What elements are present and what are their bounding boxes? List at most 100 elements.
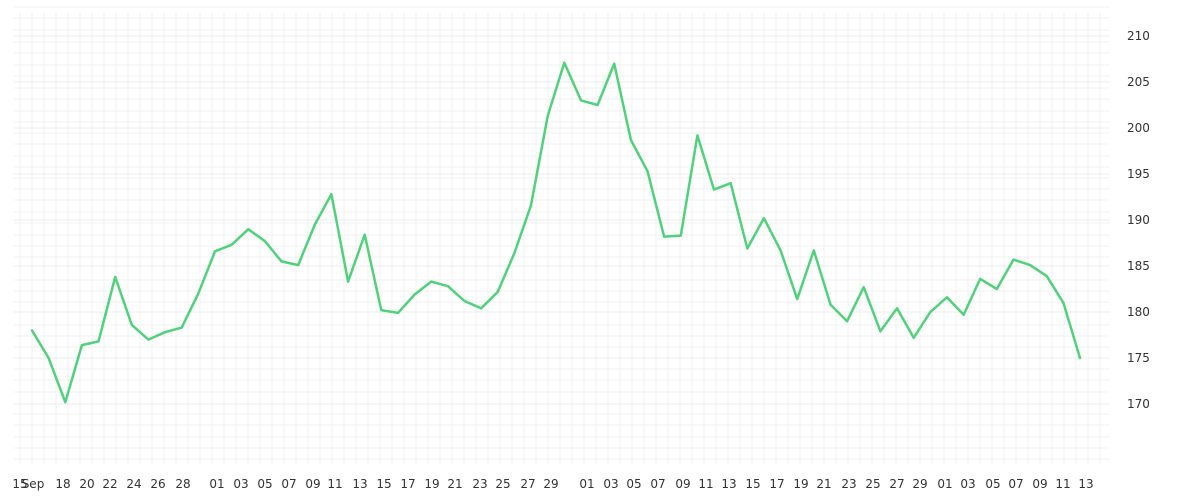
data-point	[396, 311, 400, 315]
data-point	[779, 248, 783, 252]
data-point	[1028, 263, 1032, 267]
x-tick-label: 09	[1032, 477, 1047, 491]
x-tick-label: 13	[1078, 477, 1093, 491]
series-group	[30, 61, 1082, 404]
x-tick-label: 17	[769, 477, 784, 491]
data-point	[379, 308, 383, 312]
x-tick-label: 03	[233, 477, 248, 491]
data-point	[213, 249, 217, 253]
data-point	[712, 188, 716, 192]
data-point	[729, 181, 733, 185]
x-tick-label: 23	[841, 477, 856, 491]
data-point	[346, 280, 350, 284]
x-tick-label: 25	[865, 477, 880, 491]
y-tick-label: 175	[1127, 351, 1150, 365]
series-line	[30, 61, 1082, 404]
x-tick-label: 01	[209, 477, 224, 491]
x-tick-label: 09	[305, 477, 320, 491]
x-tick-label: 05	[985, 477, 1000, 491]
data-point	[679, 234, 683, 238]
y-tick-label: 190	[1127, 213, 1150, 227]
data-point	[263, 239, 267, 243]
y-tick-label: 170	[1127, 397, 1150, 411]
x-tick-label: 20	[79, 477, 94, 491]
data-point	[180, 326, 184, 330]
x-tick-label: 03	[960, 477, 975, 491]
data-point	[146, 338, 150, 342]
y-tick-label: 185	[1127, 259, 1150, 273]
data-point	[230, 243, 234, 247]
x-tick-label: 19	[424, 477, 439, 491]
data-point	[895, 306, 899, 310]
data-point	[928, 310, 932, 314]
y-tick-label: 210	[1127, 29, 1150, 43]
horizontal-grid	[14, 6, 1110, 460]
x-tick-label: 09	[675, 477, 690, 491]
data-point	[645, 169, 649, 173]
x-tick-label: 03	[603, 477, 618, 491]
y-tick-label: 205	[1127, 75, 1150, 89]
data-point	[596, 103, 600, 107]
x-tick-label: 18	[55, 477, 70, 491]
data-point	[1045, 274, 1049, 278]
data-point	[97, 339, 101, 343]
data-point	[313, 223, 317, 227]
x-tick-label: 11	[1055, 477, 1070, 491]
x-tick-label: 29	[543, 477, 558, 491]
data-point	[995, 287, 999, 291]
data-point	[546, 114, 550, 118]
y-tick-label: 195	[1127, 167, 1150, 181]
x-tick-label: 15	[376, 477, 391, 491]
data-point	[662, 235, 666, 239]
data-point	[945, 295, 949, 299]
x-tick-label: 07	[650, 477, 665, 491]
data-point	[962, 313, 966, 317]
data-point	[862, 285, 866, 289]
data-point	[30, 328, 34, 332]
x-tick-label: 13	[721, 477, 736, 491]
data-point	[280, 259, 284, 263]
data-point	[512, 251, 516, 255]
data-point	[130, 323, 134, 327]
x-tick-label: 19	[793, 477, 808, 491]
data-point	[845, 319, 849, 323]
data-point	[745, 247, 749, 251]
data-point	[812, 248, 816, 252]
x-tick-label: 13	[352, 477, 367, 491]
data-point	[562, 61, 566, 65]
data-point	[479, 306, 483, 310]
x-tick-label: 28	[175, 477, 190, 491]
data-point	[113, 275, 117, 279]
x-tick-label: 15	[745, 477, 760, 491]
data-point	[695, 133, 699, 137]
data-point	[912, 336, 916, 340]
data-point	[1061, 301, 1065, 305]
data-point	[246, 227, 250, 231]
x-tick-label: 23	[472, 477, 487, 491]
vertical-grid	[19, 12, 1101, 464]
x-tick-label: 05	[626, 477, 641, 491]
data-point	[163, 330, 167, 334]
y-tick-label: 180	[1127, 305, 1150, 319]
x-tick-label: Sep	[22, 477, 45, 491]
x-tick-label: 24	[126, 477, 141, 491]
x-tick-label: 05	[257, 477, 272, 491]
x-tick-label: 26	[150, 477, 165, 491]
x-tick-label: 25	[495, 477, 510, 491]
x-tick-label: 01	[579, 477, 594, 491]
data-point	[529, 203, 533, 207]
data-point	[429, 280, 433, 284]
x-tick-label: 07	[281, 477, 296, 491]
data-point	[1078, 356, 1082, 360]
y-axis-ticks: 170 175 180 185 190 195 200 205 210	[1127, 29, 1150, 411]
data-point	[196, 292, 200, 296]
data-point	[629, 138, 633, 142]
x-tick-label: 29	[912, 477, 927, 491]
data-point	[978, 277, 982, 281]
x-tick-label: 11	[327, 477, 342, 491]
x-tick-label: 27	[889, 477, 904, 491]
data-point	[63, 400, 67, 404]
